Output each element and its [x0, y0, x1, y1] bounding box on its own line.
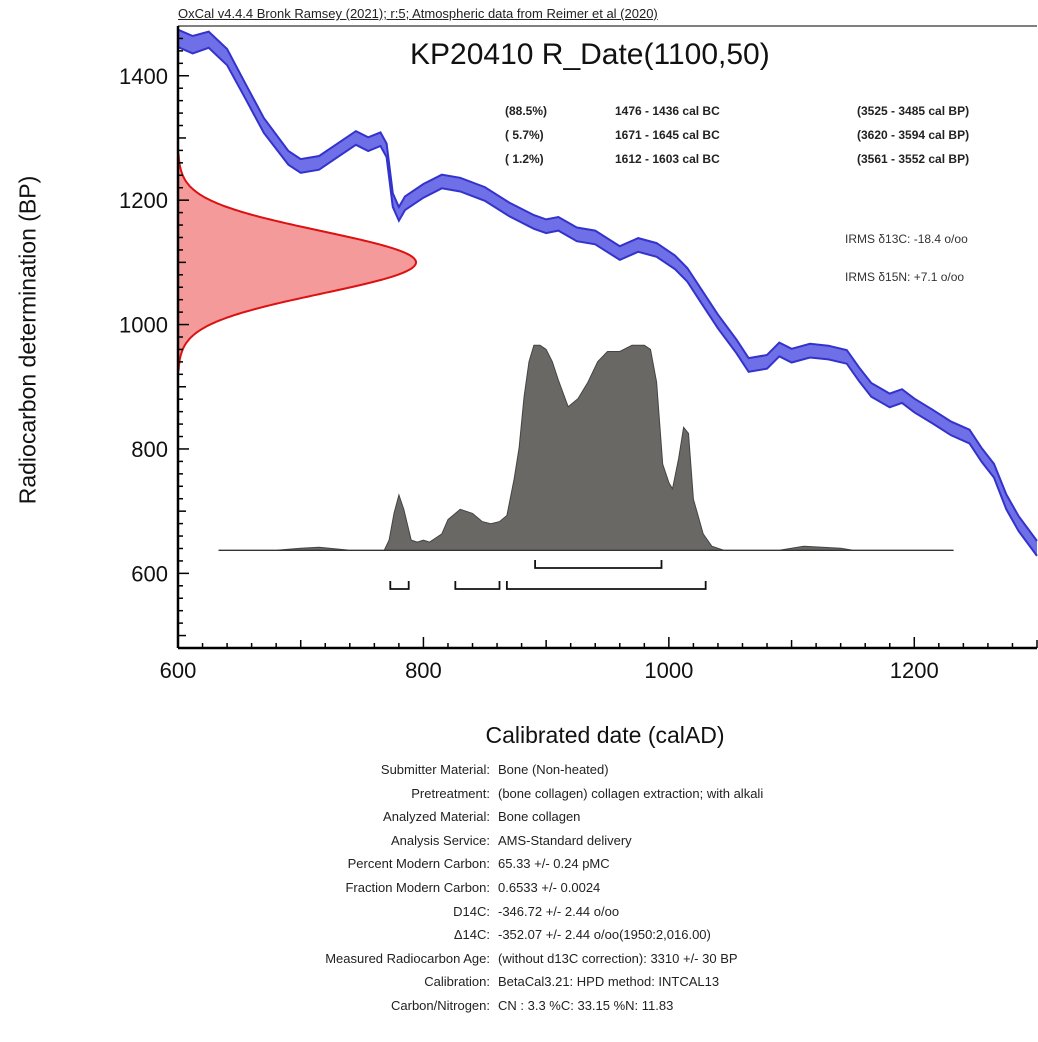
- metadata-value: -346.72 +/- 2.44 o/oo: [498, 903, 620, 919]
- metadata-value: Bone (Non-heated): [498, 762, 609, 777]
- y-tick-label: 1200: [119, 188, 168, 213]
- range-row: ( 1.2%) 1612 - 1603 cal BC (3561 - 3552 …: [505, 152, 1035, 176]
- metadata-value: AMS-Standard delivery: [498, 832, 632, 848]
- metadata-value: BetaCal3.21: HPD method: INTCAL13: [498, 974, 720, 990]
- range-cal-bc: 1671 - 1645 cal BC: [615, 128, 720, 142]
- hpd-bracket-line: [505, 581, 707, 590]
- calibration-plot: 600 800 1000 1200 1400 600 800 1000 1200: [119, 25, 1038, 683]
- range-cal-bp: (3525 - 3485 cal BP): [857, 104, 970, 118]
- y-tick-label: 1000: [119, 313, 168, 338]
- hpd-bracket-line: [389, 581, 410, 590]
- calibration-lower-line: [177, 46, 1038, 557]
- range-row: (88.5%) 1476 - 1436 cal BC (3525 - 3485 …: [505, 104, 1035, 128]
- range-probability: ( 5.7%): [505, 128, 544, 142]
- range-probability: (88.5%): [505, 104, 548, 118]
- calibration-upper-line: [177, 28, 1038, 542]
- metadata-label: Carbon/Nitrogen:: [391, 997, 490, 1013]
- range-row: ( 5.7%) 1671 - 1645 cal BC (3620 - 3594 …: [505, 128, 1035, 152]
- metadata-label: D14C:: [453, 903, 490, 919]
- y-tick-label: 600: [131, 561, 168, 586]
- range-cal-bp: (3561 - 3552 cal BP): [857, 152, 970, 166]
- metadata-label: Δ14C:: [453, 927, 490, 943]
- metadata-value: Bone collagen: [498, 809, 581, 825]
- isotope-d15n: IRMS δ15N: +7.1 o/oo: [845, 270, 965, 284]
- metadata-value: (without d13C correction): 3310 +/- 30 B…: [498, 950, 738, 966]
- metadata-label: Percent Modern Carbon:: [347, 856, 490, 872]
- hpd-bracket: [505, 581, 707, 590]
- y-axis-label: Radiocarbon determination (BP): [14, 175, 41, 505]
- metadata-label: Submitter Material:: [380, 762, 490, 777]
- hpd-range-brackets: [389, 560, 707, 590]
- axes: 600 800 1000 1200 1400 600 800 1000 1200: [119, 25, 1038, 683]
- radiocarbon-distribution: [177, 153, 417, 372]
- posterior-area: [218, 344, 954, 551]
- radiocarbon-curve: [177, 153, 417, 372]
- y-tick-label: 800: [131, 437, 168, 462]
- isotope-d13c: IRMS δ13C: -18.4 o/oo: [845, 232, 968, 246]
- software-header: OxCal v4.4.4 Bronk Ramsey (2021); r:5; A…: [178, 6, 658, 21]
- metadata-label: Analyzed Material:: [383, 809, 490, 825]
- hpd-bracket: [534, 560, 663, 569]
- chart-title: KP20410 R_Date(1100,50): [410, 38, 770, 71]
- posterior-distribution: [218, 344, 954, 551]
- range-probability: ( 1.2%): [505, 152, 544, 166]
- hpd-bracket-line: [454, 581, 501, 590]
- metadata-value: 65.33 +/- 0.24 pMC: [498, 856, 610, 872]
- metadata-label: Calibration:: [424, 974, 490, 990]
- calibration-curve: [177, 28, 1038, 557]
- x-tick-label: 600: [160, 658, 197, 683]
- x-tick-label: 800: [405, 658, 442, 683]
- metadata-value: -352.07 +/- 2.44 o/oo(1950:2,016.00): [498, 927, 711, 943]
- x-axis-label: Calibrated date (calAD): [485, 722, 725, 748]
- hpd-bracket: [454, 581, 501, 590]
- metadata-label: Measured Radiocarbon Age:: [325, 950, 490, 966]
- range-cal-bc: 1476 - 1436 cal BC: [615, 104, 720, 118]
- metadata-label: Fraction Modern Carbon:: [345, 879, 490, 895]
- radiocarbon-fill: [178, 153, 416, 372]
- range-cal-bp: (3620 - 3594 cal BP): [857, 128, 970, 142]
- x-tick-label: 1000: [644, 658, 693, 683]
- metadata-label: Analysis Service:: [391, 832, 490, 848]
- y-tick-label: 1400: [119, 64, 168, 89]
- x-tick-label: 1200: [890, 658, 939, 683]
- hpd-bracket: [389, 581, 410, 590]
- probability-ranges: (88.5%) 1476 - 1436 cal BC (3525 - 3485 …: [505, 104, 1035, 176]
- hpd-bracket-line: [534, 560, 663, 569]
- metadata-label: Pretreatment:: [411, 785, 490, 801]
- metadata-value: 0.6533 +/- 0.0024: [498, 879, 601, 895]
- range-cal-bc: 1612 - 1603 cal BC: [615, 152, 720, 166]
- metadata-value: CN : 3.3 %C: 33.15 %N: 11.83: [498, 997, 674, 1013]
- metadata-value: (bone collagen) collagen extraction; wit…: [498, 785, 764, 801]
